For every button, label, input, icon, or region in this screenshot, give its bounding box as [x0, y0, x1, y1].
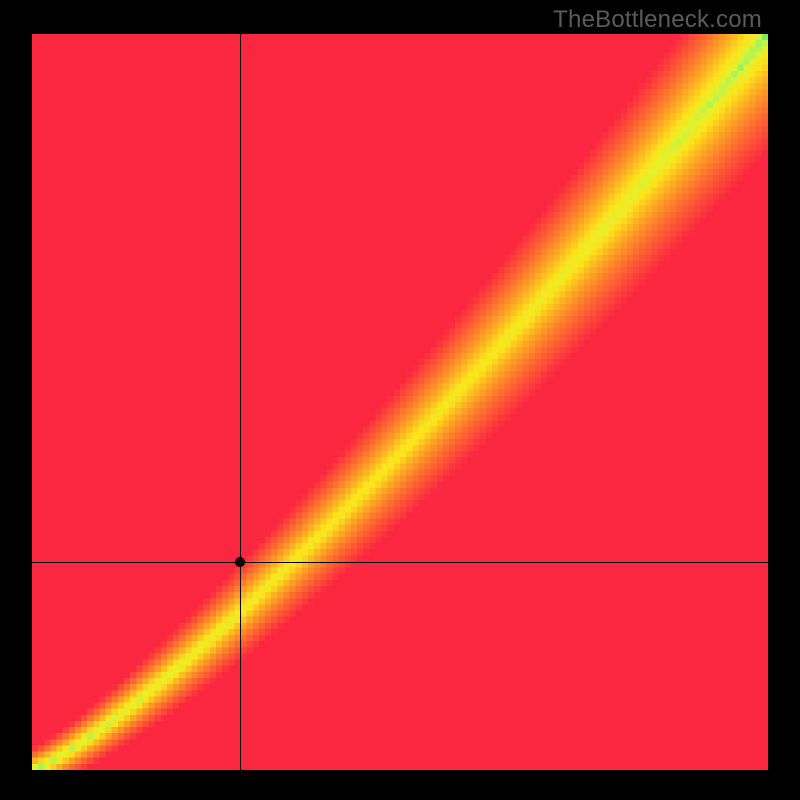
crosshair-horizontal	[32, 562, 768, 563]
watermark-text: TheBottleneck.com	[553, 6, 762, 34]
bottleneck-heatmap	[32, 34, 768, 770]
selection-marker	[235, 557, 245, 567]
crosshair-vertical	[240, 34, 241, 770]
